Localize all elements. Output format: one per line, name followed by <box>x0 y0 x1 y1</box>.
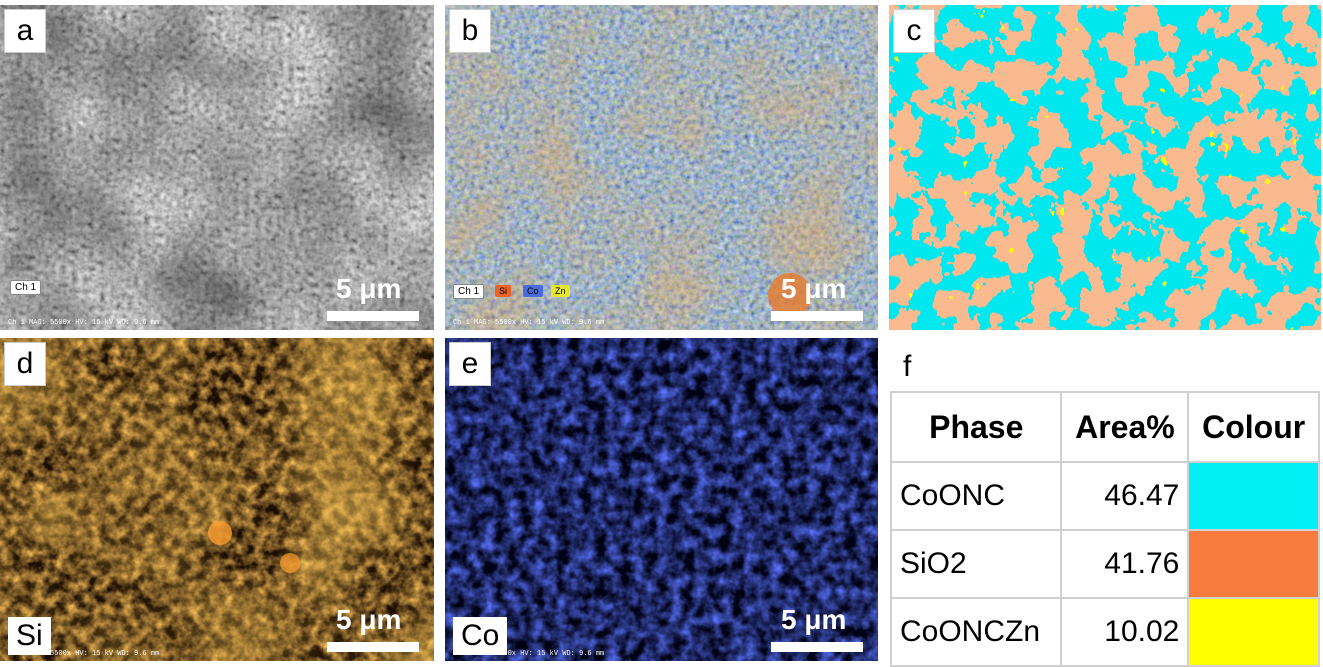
phase-map-texture <box>889 5 1321 330</box>
footer-metadata: Ch 1 MAG: 5500x HV: 15 kV WD: 9.6 mm <box>453 650 605 658</box>
phase-colour-swatch <box>1187 461 1320 531</box>
column-header-area: Area% <box>1060 391 1190 463</box>
table-row: SiO2 41.76 <box>889 529 1320 599</box>
column-header-colour: Colour <box>1187 391 1320 463</box>
channel-label: Ch 1 <box>453 284 485 299</box>
phase-table: Phase Area% Colour CoONC 46.47 SiO2 41.7… <box>889 391 1320 667</box>
scale-bar-label: 5 μm <box>781 604 847 635</box>
scale-bar <box>771 642 863 652</box>
phase-colour-swatch <box>1187 597 1320 667</box>
panel-letter: d <box>4 342 46 386</box>
phase-name: CoONC <box>889 461 1063 531</box>
co-map-texture <box>445 338 878 661</box>
panel-letter: a <box>4 9 46 53</box>
scale-bar-label: 5 μm <box>336 273 402 304</box>
phase-name: CoONCZn <box>889 597 1063 667</box>
panel-a-sem-image: a Ch 1 Ch 1 MAG: 5500x HV: 15 kV WD: 9.6… <box>0 5 434 330</box>
scale-bar <box>327 311 419 321</box>
phase-area: 46.47 <box>1060 461 1190 531</box>
scale-bar <box>771 311 863 321</box>
channel-label: Ch 1 <box>10 280 42 295</box>
eds-overlay-texture <box>445 5 878 330</box>
phase-table-container: Phase Area% Colour CoONC 46.47 SiO2 41.7… <box>889 391 1320 667</box>
footer-metadata: Ch 1 MAG: 5500x HV: 15 kV WD: 9.6 mm <box>453 319 605 327</box>
panel-letter: e <box>449 342 491 386</box>
panel-b-eds-overlay: b Ch 1 Si Co Zn Ch 1 MAG: 5500x HV: 15 k… <box>445 5 878 330</box>
footer-metadata: Ch 1 MAG: 5500x HV: 15 kV WD: 9.6 mm <box>8 650 160 658</box>
si-map-texture <box>0 338 434 661</box>
table-row: CoONCZn 10.02 <box>889 597 1320 667</box>
phase-area: 41.76 <box>1060 529 1190 599</box>
panel-letter: f <box>903 350 912 383</box>
legend-co: Co <box>523 285 543 297</box>
phase-colour-swatch <box>1187 529 1320 599</box>
panel-d-si-map: d Si Ch 1 MAG: 5500x HV: 15 kV WD: 9.6 m… <box>0 338 434 661</box>
panel-c-phase-map: c <box>889 5 1321 330</box>
element-label-co: Co <box>453 617 508 655</box>
panel-letter: b <box>449 9 491 53</box>
legend-zn: Zn <box>551 285 570 297</box>
legend-si: Si <box>495 285 512 297</box>
phase-name: SiO2 <box>889 529 1063 599</box>
scale-bar <box>327 642 419 652</box>
footer-metadata: Ch 1 MAG: 5500x HV: 15 kV WD: 9.6 mm <box>8 319 160 327</box>
panel-letter: c <box>893 9 935 53</box>
element-label-si: Si <box>8 617 51 655</box>
panel-e-co-map: e Co Ch 1 MAG: 5500x HV: 15 kV WD: 9.6 m… <box>445 338 878 661</box>
column-header-phase: Phase <box>889 391 1063 463</box>
sem-grey-texture <box>0 5 434 330</box>
scale-bar-label: 5 μm <box>336 604 402 635</box>
table-row: CoONC 46.47 <box>889 461 1320 531</box>
phase-area: 10.02 <box>1060 597 1190 667</box>
table-header-row: Phase Area% Colour <box>889 391 1320 463</box>
scale-bar-label: 5 μm <box>781 273 847 304</box>
